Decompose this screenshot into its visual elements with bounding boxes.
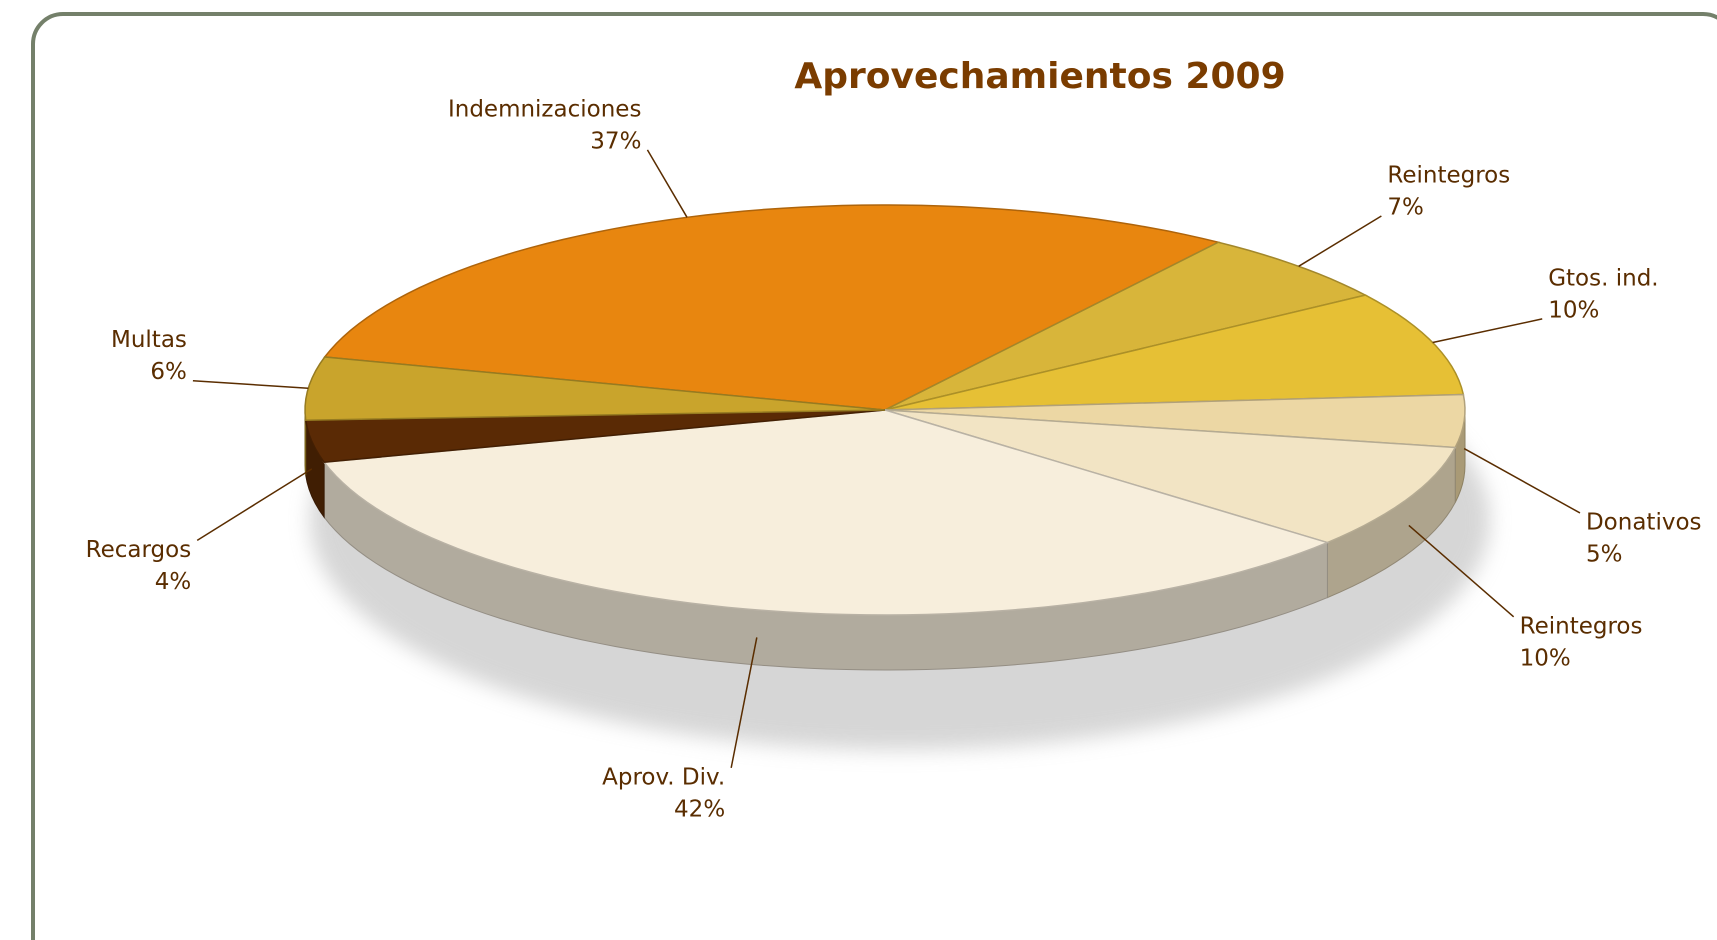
data-label-name: Reintegros xyxy=(1387,163,1510,189)
data-label-name: Aprov. Div. xyxy=(602,764,725,790)
leader-line xyxy=(1298,215,1382,267)
slice xyxy=(304,356,886,421)
leader-line xyxy=(192,379,309,390)
slice xyxy=(884,294,1465,411)
data-label-value: 6% xyxy=(150,359,187,385)
data-label-value: 10% xyxy=(1520,645,1571,671)
slice xyxy=(884,241,1368,411)
data-label-value: 42% xyxy=(674,796,725,822)
data-label-name: Gtos. ind. xyxy=(1548,265,1658,291)
data-label-name: Multas xyxy=(111,327,187,353)
leader-line xyxy=(1408,524,1515,618)
data-label-value: 37% xyxy=(590,128,641,154)
data-label-name: Reintegros xyxy=(1520,613,1643,639)
data-label-name: Recargos xyxy=(86,537,192,563)
data-label-name: Indemnizaciones xyxy=(448,96,641,122)
leader-line xyxy=(730,637,758,769)
slice xyxy=(884,393,1466,449)
data-label-value: 4% xyxy=(155,569,192,595)
leader-line xyxy=(1432,318,1543,344)
leader-line xyxy=(646,149,688,218)
chart-title: Aprovechamientos 2009 xyxy=(794,56,1285,97)
data-label-value: 5% xyxy=(1586,541,1623,567)
slice xyxy=(322,409,1330,616)
leader-line xyxy=(1463,447,1581,514)
data-label-value: 10% xyxy=(1548,297,1599,323)
slice xyxy=(304,409,886,463)
slice xyxy=(323,204,1221,411)
data-label-name: Donativos xyxy=(1586,509,1702,535)
data-label-value: 7% xyxy=(1387,195,1424,221)
slice xyxy=(884,409,1457,544)
leader-line xyxy=(196,468,313,541)
